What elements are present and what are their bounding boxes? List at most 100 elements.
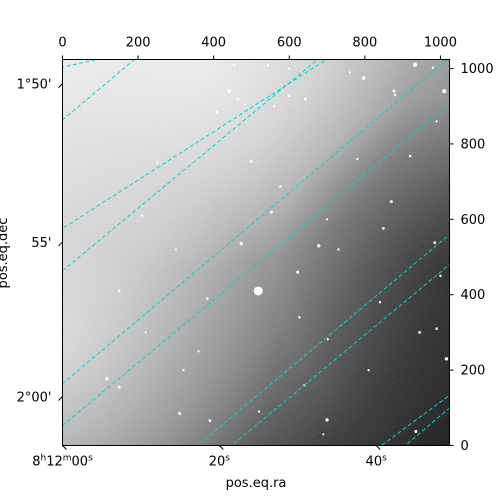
star [361, 76, 366, 80]
ra-unit-sup: s [382, 454, 387, 464]
ra-unit-sup: m [63, 454, 72, 464]
star [279, 185, 282, 188]
coordinate-grid [62, 59, 450, 446]
star [215, 110, 218, 114]
ra-tick-label: 8h12m00s [32, 454, 93, 470]
star [304, 97, 307, 101]
star [381, 226, 385, 230]
ra-tick-label: 40s [366, 454, 388, 470]
star [431, 66, 435, 69]
star [317, 244, 321, 248]
star [144, 331, 147, 334]
star [392, 89, 396, 93]
star [348, 71, 351, 74]
ra-unit-sup: h [40, 454, 46, 464]
star [408, 154, 412, 158]
star [288, 67, 291, 70]
ra-value-part: 12 [46, 455, 63, 470]
star [257, 410, 261, 413]
star [414, 430, 418, 434]
star-layer [105, 62, 449, 436]
star [298, 316, 301, 319]
star [325, 218, 329, 221]
star [337, 248, 340, 251]
star [444, 357, 449, 361]
star [178, 412, 182, 415]
star [239, 241, 243, 246]
star [418, 331, 422, 334]
star [393, 93, 397, 97]
top-tick-label: 1000 [424, 36, 457, 51]
star [270, 210, 273, 214]
star [413, 62, 418, 67]
ra-tick-mark [218, 445, 224, 450]
ra-tick-mark [375, 445, 381, 450]
y-axis-title: pos.eq.dec [0, 218, 11, 289]
x-axis-title: pos.eq.ra [226, 476, 287, 491]
right-tick-label: 1000 [461, 62, 494, 77]
dec-grid-line [62, 59, 136, 121]
dec-grid-line [62, 59, 319, 272]
star [117, 289, 121, 293]
image-noise [62, 59, 450, 446]
dec-grid-line [62, 103, 450, 427]
right-tick-label: 0 [461, 439, 469, 454]
ra-grid-line [196, 233, 450, 446]
dec-tick-label: 1°50' [17, 78, 52, 93]
ra-grid-line [380, 394, 450, 446]
star [182, 369, 185, 372]
ra-grid-line [62, 59, 100, 68]
right-tick-label: 800 [461, 137, 486, 152]
star [205, 297, 209, 300]
star [326, 338, 329, 341]
star [208, 419, 212, 423]
dec-tick-label: 55' [31, 236, 51, 251]
ra-value-part: 40 [366, 455, 383, 470]
top-tick-label: 800 [352, 36, 377, 51]
ra-tick-mark [62, 445, 67, 450]
star [439, 274, 442, 278]
star [155, 161, 158, 164]
star [435, 120, 438, 123]
right-tick-label: 200 [461, 364, 486, 379]
ra-grid-line [62, 59, 328, 230]
dec-tick-mark [58, 83, 63, 88]
ra-value-part: 00 [72, 455, 89, 470]
star [367, 369, 370, 372]
image-panel [62, 59, 450, 446]
dec-grid-line [231, 263, 450, 446]
dec-axis: 1°50' 55' 2°00' [17, 78, 63, 405]
star [253, 286, 263, 296]
star [140, 214, 144, 217]
dec-tick-mark [58, 241, 63, 247]
star [266, 64, 270, 67]
top-tick-label: 200 [126, 36, 151, 51]
ra-unit-sup: s [225, 454, 230, 464]
ra-tick-label: 20s [209, 454, 231, 470]
star [233, 63, 236, 66]
ra-value-part: 8 [32, 455, 40, 470]
star [117, 385, 121, 389]
star [356, 157, 359, 161]
top-tick-label: 600 [277, 36, 302, 51]
star [197, 350, 200, 353]
top-tick-label: 0 [58, 36, 66, 51]
dec-tick-label: 2°00' [17, 390, 52, 405]
ra-axis: 8h12m00s 20s 40s [32, 445, 388, 470]
star [249, 160, 253, 164]
star [435, 327, 438, 330]
star [325, 418, 329, 422]
star [322, 433, 325, 436]
star [433, 241, 437, 245]
ra-value-part: 20 [209, 455, 226, 470]
star [442, 89, 447, 94]
plot-frame [62, 59, 450, 446]
ra-unit-sup: s [88, 454, 93, 464]
star [287, 94, 291, 98]
star [227, 89, 231, 93]
right-tick-label: 400 [461, 288, 486, 303]
star [174, 248, 177, 251]
star [243, 103, 247, 106]
right-tick-label: 600 [461, 213, 486, 228]
